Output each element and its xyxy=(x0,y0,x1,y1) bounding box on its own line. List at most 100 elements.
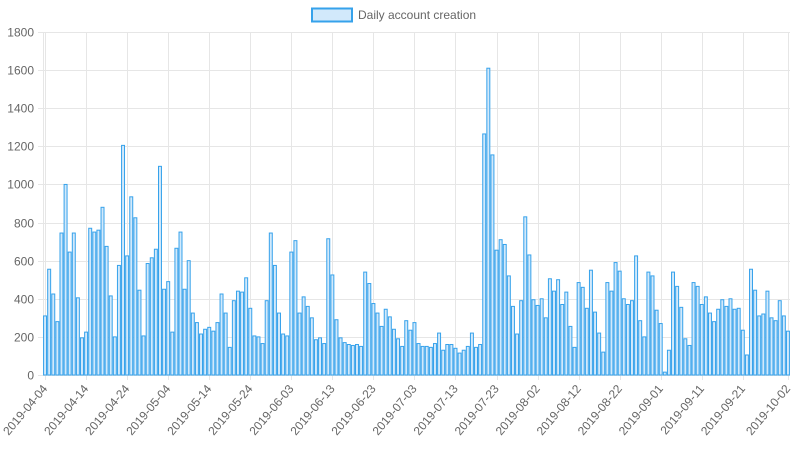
bar[interactable] xyxy=(359,345,364,376)
bar[interactable] xyxy=(272,264,277,376)
bar[interactable] xyxy=(650,275,655,376)
bar[interactable] xyxy=(753,289,758,376)
bar[interactable] xyxy=(662,371,667,376)
bar[interactable] xyxy=(400,345,405,376)
bar[interactable] xyxy=(71,232,76,376)
bar[interactable] xyxy=(92,231,97,376)
bar[interactable] xyxy=(100,206,105,376)
bar[interactable] xyxy=(785,330,790,376)
bar[interactable] xyxy=(687,344,692,376)
legend-label[interactable]: Daily account creation xyxy=(358,8,476,22)
bar[interactable] xyxy=(740,329,745,376)
bar[interactable] xyxy=(416,343,421,376)
bar[interactable] xyxy=(609,290,614,376)
bar[interactable] xyxy=(597,332,602,376)
bar[interactable] xyxy=(178,231,183,376)
bar[interactable] xyxy=(51,293,56,376)
bar[interactable] xyxy=(580,286,585,376)
bar[interactable] xyxy=(531,299,536,376)
bar[interactable] xyxy=(773,320,778,376)
bar[interactable] xyxy=(408,329,413,376)
bar[interactable] xyxy=(207,326,212,376)
bar[interactable] xyxy=(490,154,495,376)
bar[interactable] xyxy=(428,346,433,376)
bar[interactable] xyxy=(268,232,273,376)
bar[interactable] xyxy=(646,271,651,376)
bar[interactable] xyxy=(404,320,409,376)
bar[interactable] xyxy=(695,285,700,376)
bar[interactable] xyxy=(252,335,257,376)
bar[interactable] xyxy=(215,322,220,376)
bar[interactable] xyxy=(248,307,253,376)
bar[interactable] xyxy=(630,300,634,376)
bar[interactable] xyxy=(350,344,355,376)
bar[interactable] xyxy=(137,289,142,376)
bar[interactable] xyxy=(588,269,593,376)
bar[interactable] xyxy=(658,323,663,376)
bar[interactable] xyxy=(634,255,639,376)
bar[interactable] xyxy=(552,290,556,376)
bar[interactable] xyxy=(318,337,323,376)
bar[interactable] xyxy=(769,317,774,376)
bar[interactable] xyxy=(125,255,130,376)
bar[interactable] xyxy=(104,245,109,376)
bar[interactable] xyxy=(375,312,380,376)
bar[interactable] xyxy=(313,339,318,376)
bar[interactable] xyxy=(346,344,351,376)
bar[interactable] xyxy=(539,298,544,376)
bar[interactable] xyxy=(744,354,749,376)
bar[interactable] xyxy=(572,346,577,376)
bar[interactable] xyxy=(326,238,331,376)
bar[interactable] xyxy=(84,331,89,376)
bar[interactable] xyxy=(396,338,401,376)
bar[interactable] xyxy=(576,282,581,376)
legend-swatch[interactable] xyxy=(311,7,353,23)
bar[interactable] xyxy=(223,312,228,376)
bar[interactable] xyxy=(355,344,359,376)
bar[interactable] xyxy=(133,217,138,376)
bar[interactable] xyxy=(297,312,302,376)
bar[interactable] xyxy=(145,263,150,376)
bar[interactable] xyxy=(724,305,729,376)
bar[interactable] xyxy=(391,328,396,376)
bar[interactable] xyxy=(149,257,154,376)
bar[interactable] xyxy=(699,303,704,376)
bar[interactable] xyxy=(59,232,64,376)
bar[interactable] xyxy=(510,305,515,376)
bar[interactable] xyxy=(174,247,179,376)
bar[interactable] xyxy=(547,278,552,376)
bar[interactable] xyxy=(679,306,684,376)
bar[interactable] xyxy=(190,312,195,376)
bar[interactable] xyxy=(564,291,569,376)
bar[interactable] xyxy=(256,336,261,376)
bar[interactable] xyxy=(712,321,717,376)
bar[interactable] xyxy=(543,317,548,376)
bar[interactable] xyxy=(194,322,199,376)
bar[interactable] xyxy=(309,317,314,376)
bar[interactable] xyxy=(441,349,446,376)
bar[interactable] xyxy=(781,315,786,376)
bar[interactable] xyxy=(363,271,368,376)
bar[interactable] xyxy=(515,333,520,376)
bar[interactable] xyxy=(527,254,532,376)
bar[interactable] xyxy=(625,303,630,376)
bar[interactable] xyxy=(720,299,725,376)
bar[interactable] xyxy=(691,282,696,376)
bar[interactable] xyxy=(584,307,589,376)
bar[interactable] xyxy=(67,251,72,376)
bar[interactable] xyxy=(593,311,598,376)
bar[interactable] xyxy=(231,300,236,376)
bar[interactable] xyxy=(621,298,626,376)
bar[interactable] xyxy=(474,346,479,376)
bar[interactable] xyxy=(432,343,437,376)
bar[interactable] xyxy=(502,243,507,376)
bar[interactable] xyxy=(75,297,80,376)
bar[interactable] xyxy=(141,335,146,376)
bar[interactable] xyxy=(301,296,306,376)
bar[interactable] xyxy=(457,352,462,376)
bar[interactable] xyxy=(367,283,372,376)
bar[interactable] xyxy=(716,308,721,376)
bar[interactable] xyxy=(654,309,659,376)
bar[interactable] xyxy=(675,285,680,376)
bar[interactable] xyxy=(642,336,647,376)
